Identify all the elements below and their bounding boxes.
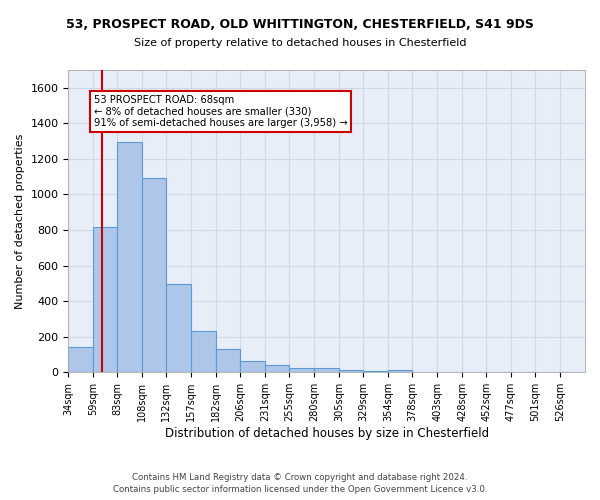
Text: 53 PROSPECT ROAD: 68sqm
← 8% of detached houses are smaller (330)
91% of semi-de: 53 PROSPECT ROAD: 68sqm ← 8% of detached… <box>94 95 347 128</box>
Text: 53, PROSPECT ROAD, OLD WHITTINGTON, CHESTERFIELD, S41 9DS: 53, PROSPECT ROAD, OLD WHITTINGTON, CHES… <box>66 18 534 30</box>
Bar <box>166 284 191 372</box>
Bar <box>142 178 166 372</box>
Bar <box>68 348 94 372</box>
Bar <box>240 360 265 372</box>
Text: Contains HM Land Registry data © Crown copyright and database right 2024.: Contains HM Land Registry data © Crown c… <box>132 472 468 482</box>
Bar <box>339 370 363 372</box>
Bar <box>388 370 412 372</box>
Y-axis label: Number of detached properties: Number of detached properties <box>15 134 25 309</box>
Bar <box>191 332 216 372</box>
Text: Size of property relative to detached houses in Chesterfield: Size of property relative to detached ho… <box>134 38 466 48</box>
Bar <box>216 349 240 372</box>
Bar <box>314 368 339 372</box>
Text: Contains public sector information licensed under the Open Government Licence v3: Contains public sector information licen… <box>113 485 487 494</box>
X-axis label: Distribution of detached houses by size in Chesterfield: Distribution of detached houses by size … <box>164 427 489 440</box>
Bar <box>94 228 118 372</box>
Bar <box>118 142 142 372</box>
Bar <box>289 368 314 372</box>
Bar <box>265 365 289 372</box>
